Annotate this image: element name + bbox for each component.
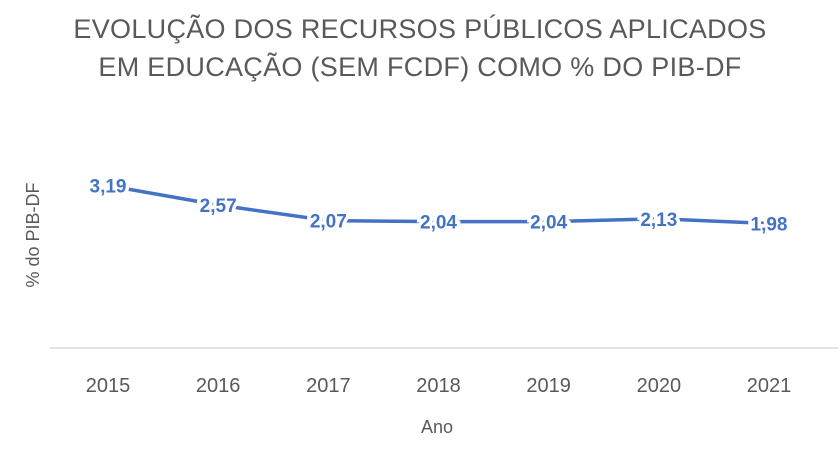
plot-area: 3,19 2,57 2,07 2,04 2,04 2,13 1,98	[86, 173, 791, 239]
data-label: 2,57	[200, 196, 237, 217]
chart-title-line-1: EVOLUÇÃO DOS RECURSOS PÚBLICOS APLICADOS	[73, 14, 767, 44]
x-tick-label: 2020	[637, 375, 682, 397]
x-tick-label: 2015	[86, 375, 131, 397]
data-label: 3,19	[90, 177, 127, 198]
x-tick-label: 2019	[526, 375, 571, 397]
data-label: 1,98	[751, 214, 788, 235]
chart-title-line-2: EM EDUCAÇÃO (SEM FCDF) COMO % DO PIB-DF	[98, 52, 742, 82]
series-line	[106, 183, 771, 226]
data-label: 2,13	[640, 210, 677, 231]
x-tick-label: 2016	[196, 375, 241, 397]
data-label: 2,04	[420, 213, 457, 234]
data-label: 2,04	[530, 213, 567, 234]
chart-title: EVOLUÇÃO DOS RECURSOS PÚBLICOS APLICADOS…	[0, 10, 840, 86]
x-tick-label: 2021	[747, 375, 792, 397]
x-axis-tick-labels: 2015 2016 2017 2018 2019 2020 2021	[86, 375, 792, 397]
data-label: 2,07	[310, 212, 347, 233]
x-tick-label: 2017	[306, 375, 351, 397]
y-axis-title: % do PIB-DF	[23, 182, 43, 287]
x-axis-title: Ano	[421, 417, 453, 437]
x-tick-label: 2018	[416, 375, 461, 397]
